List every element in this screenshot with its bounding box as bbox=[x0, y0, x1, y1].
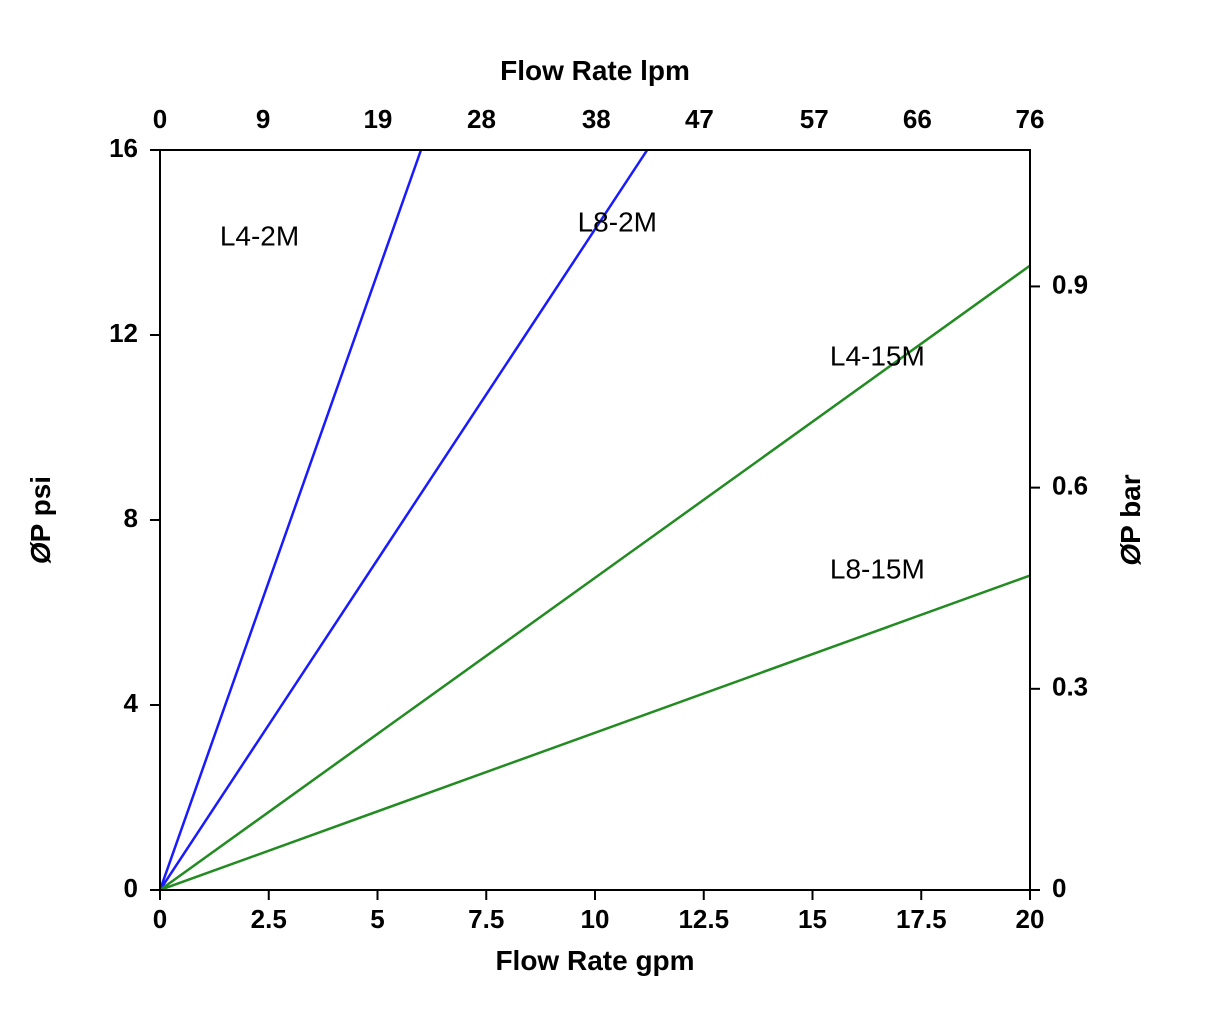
y-right-tick-label: 0.6 bbox=[1052, 471, 1088, 501]
x-bottom-tick-label: 17.5 bbox=[896, 904, 947, 934]
x-bottom-tick-label: 12.5 bbox=[678, 904, 729, 934]
x-bottom-tick-label: 0 bbox=[153, 904, 167, 934]
x-top-axis-title: Flow Rate lpm bbox=[500, 55, 690, 86]
x-bottom-tick-label: 15 bbox=[798, 904, 827, 934]
x-bottom-axis-title: Flow Rate gpm bbox=[495, 945, 694, 976]
y-right-tick-label: 0.9 bbox=[1052, 269, 1088, 299]
y-right-tick-label: 0.3 bbox=[1052, 672, 1088, 702]
x-top-tick-label: 66 bbox=[903, 104, 932, 134]
y-left-tick-label: 0 bbox=[124, 873, 138, 903]
x-top-tick-label: 76 bbox=[1016, 104, 1045, 134]
x-bottom-tick-label: 2.5 bbox=[251, 904, 287, 934]
x-bottom-tick-label: 20 bbox=[1016, 904, 1045, 934]
x-top-tick-label: 9 bbox=[256, 104, 270, 134]
x-top-tick-label: 47 bbox=[685, 104, 714, 134]
x-top-tick-label: 38 bbox=[582, 104, 611, 134]
y-left-tick-label: 16 bbox=[109, 133, 138, 163]
x-bottom-tick-label: 7.5 bbox=[468, 904, 504, 934]
x-bottom-tick-label: 5 bbox=[370, 904, 384, 934]
y-right-axis-title: ØP bar bbox=[1115, 474, 1146, 565]
x-top-tick-label: 28 bbox=[467, 104, 496, 134]
series-label-l8-15m: L8-15M bbox=[830, 553, 925, 584]
y-right-tick-label: 0 bbox=[1052, 873, 1066, 903]
series-label-l8-2m: L8-2M bbox=[578, 206, 657, 237]
y-left-tick-label: 12 bbox=[109, 318, 138, 348]
y-left-tick-label: 4 bbox=[124, 688, 139, 718]
y-left-axis-title: ØP psi bbox=[25, 476, 56, 564]
x-top-tick-label: 0 bbox=[153, 104, 167, 134]
pressure-flow-chart: 048121600.30.60.902.557.51012.51517.5200… bbox=[0, 0, 1214, 1018]
x-bottom-tick-label: 10 bbox=[581, 904, 610, 934]
chart-svg: 048121600.30.60.902.557.51012.51517.5200… bbox=[0, 0, 1214, 1018]
y-left-tick-label: 8 bbox=[124, 503, 138, 533]
series-label-l4-15m: L4-15M bbox=[830, 341, 925, 372]
series-label-l4-2m: L4-2M bbox=[220, 220, 299, 251]
x-top-tick-label: 19 bbox=[363, 104, 392, 134]
x-top-tick-label: 57 bbox=[800, 104, 829, 134]
